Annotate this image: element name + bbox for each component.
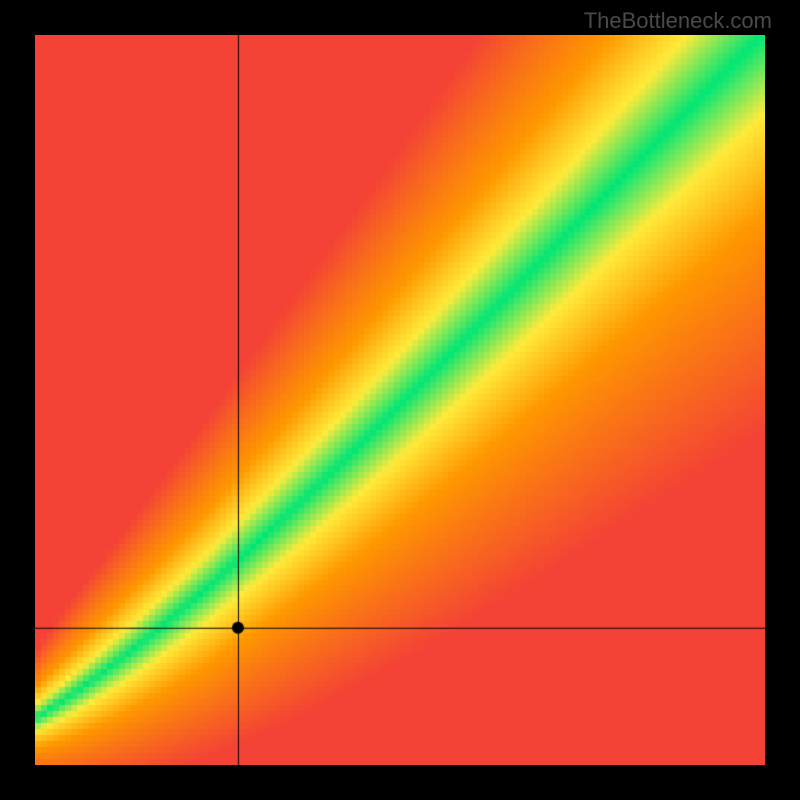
watermark-text: TheBottleneck.com	[584, 8, 772, 34]
plot-area	[35, 35, 765, 765]
chart-container: TheBottleneck.com	[0, 0, 800, 800]
heatmap-canvas	[35, 35, 765, 765]
